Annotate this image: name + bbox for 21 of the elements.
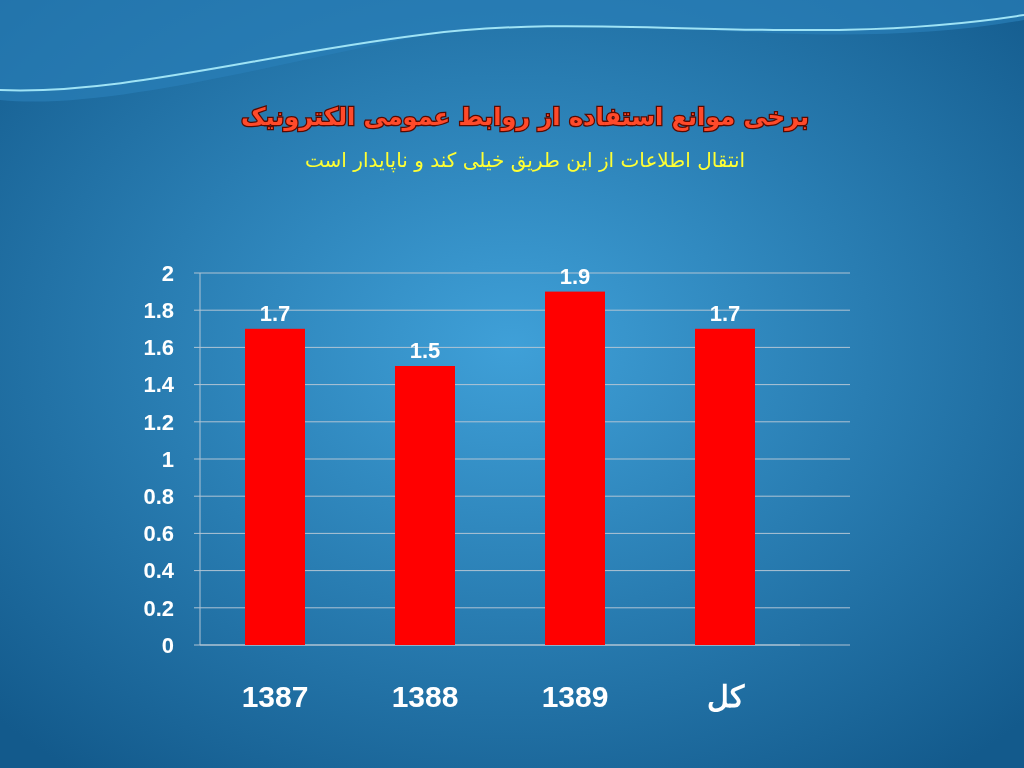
data-label: 1.7 <box>709 300 741 326</box>
y-tick-label: 1.8 <box>143 297 174 323</box>
y-tick-label: 0.6 <box>143 521 174 547</box>
y-tick-label: 2 <box>161 260 174 286</box>
x-tick-label: 1389 <box>541 680 609 713</box>
y-tick-label: 0.4 <box>143 558 175 584</box>
y-tick-label: 0 <box>161 632 174 658</box>
x-tick-label: 1387 <box>241 680 309 713</box>
y-tick-label: 0.8 <box>143 483 174 509</box>
chart-title: برخی موانع استفاده از روابط عمومی الکترونیک <box>240 103 810 131</box>
y-tick-label: 1 <box>161 446 174 472</box>
x-tick-label: کل <box>706 680 745 713</box>
chart-subtitle: انتقال اطلاعات از این طریق خیلی کند و ناپایدار است <box>304 148 746 173</box>
data-label: 1.7 <box>259 300 291 326</box>
data-label: 1.5 <box>409 338 441 363</box>
y-tick-label: 1.4 <box>143 372 175 398</box>
y-tick-label: 0.2 <box>143 595 174 621</box>
y-tick-label: 1.6 <box>143 335 174 361</box>
data-label: 1.9 <box>559 263 591 289</box>
y-tick-label: 1.2 <box>143 409 174 435</box>
x-tick-label: 1388 <box>391 680 459 713</box>
